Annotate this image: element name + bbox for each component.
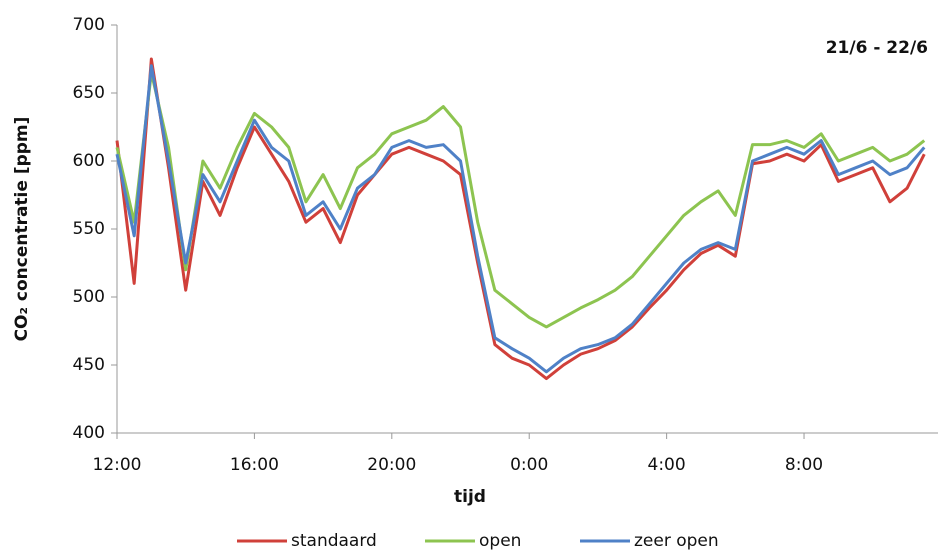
legend-label: open <box>479 531 521 551</box>
y-tick-label: 600 <box>73 151 105 171</box>
y-tick-label: 650 <box>73 83 105 103</box>
series-line <box>115 71 926 329</box>
y-axis-label: CO₂ concentratie [ppm] <box>12 117 32 342</box>
y-tick-label: 400 <box>73 423 105 443</box>
legend-label: standaard <box>291 531 377 551</box>
legend-label: zeer open <box>634 531 719 551</box>
x-tick-label: 12:00 <box>93 455 142 475</box>
y-tick-label: 500 <box>73 287 105 307</box>
x-tick-label: 16:00 <box>230 455 279 475</box>
x-tick-label: 8:00 <box>785 455 823 475</box>
series-line <box>115 57 926 381</box>
series-line <box>115 64 926 374</box>
x-axis-label: tijd <box>454 487 486 507</box>
y-tick-label: 700 <box>73 15 105 35</box>
annotation: 21/6 - 22/6 <box>826 38 928 58</box>
x-tick-label: 0:00 <box>510 455 548 475</box>
y-tick-label: 550 <box>73 219 105 239</box>
y-tick-label: 450 <box>73 355 105 375</box>
x-tick-label: 4:00 <box>648 455 686 475</box>
x-tick-label: 20:00 <box>367 455 416 475</box>
